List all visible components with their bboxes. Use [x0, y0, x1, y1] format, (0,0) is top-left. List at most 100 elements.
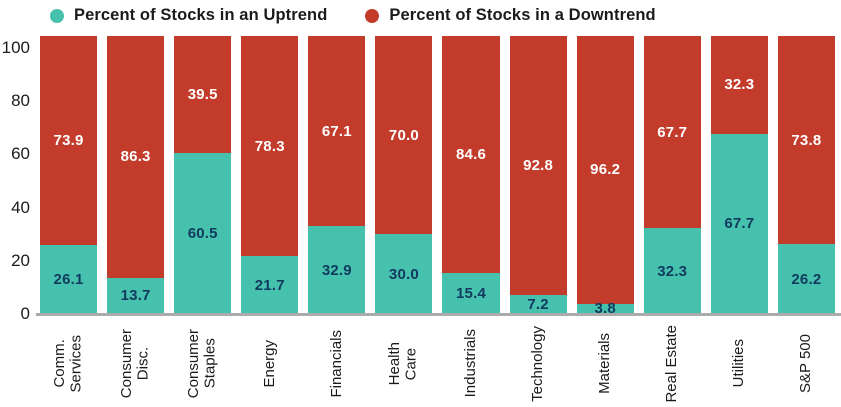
uptrend-segment: 30.0 [375, 234, 433, 314]
bar-group: 67.7 32.3 [643, 36, 701, 314]
downtrend-value-label: 73.9 [53, 131, 84, 149]
category-label: Financials [327, 329, 345, 398]
uptrend-segment: 15.4 [442, 273, 500, 314]
bar-group: 86.3 13.7 [107, 36, 165, 314]
category-label: Industrials [461, 329, 479, 398]
downtrend-segment: 39.5 [174, 36, 232, 154]
downtrend-segment: 67.1 [308, 36, 366, 227]
downtrend-segment: 73.8 [777, 36, 835, 245]
downtrend-segment: 78.3 [241, 36, 299, 257]
downtrend-value-label: 70.0 [388, 126, 419, 144]
uptrend-value-label: 32.9 [321, 261, 352, 279]
category-label-cell: Materials [577, 320, 634, 407]
uptrend-value-label: 21.7 [254, 276, 285, 294]
legend-label-downtrend: Percent of Stocks in a Downtrend [389, 6, 656, 24]
category-label-cell: Real Estate [644, 320, 701, 407]
uptrend-value-label: 60.5 [187, 225, 218, 243]
downtrend-segment: 73.9 [40, 36, 98, 245]
category-label: Energy [260, 339, 278, 388]
category-labels: Comm. Services Consumer Disc. Consumer Sta… [40, 320, 835, 407]
category-label-cell: Utilities [711, 320, 768, 407]
y-axis-tick-label: 100 [1, 37, 30, 57]
plot-area: 73.9 26.1 86.3 13.7 39.5 60.5 78.3 21.7 67.1 32.9… [40, 36, 835, 317]
uptrend-value-label: 13.7 [120, 287, 151, 305]
downtrend-value-label: 92.8 [523, 156, 554, 174]
uptrend-value-label: 7.2 [527, 295, 549, 313]
category-label-cell: Health Care [375, 320, 432, 407]
category-label: Consumer Staples [185, 328, 219, 399]
y-axis-tick-label: 0 [20, 304, 30, 323]
uptrend-segment: 26.2 [777, 244, 835, 314]
uptrend-segment: 7.2 [509, 294, 567, 314]
legend-item-uptrend: Percent of Stocks in an Uptrend [50, 6, 327, 25]
bar-group: 92.8 7.2 [509, 36, 567, 314]
category-label: Health Care [386, 341, 420, 386]
downtrend-value-label: 67.1 [321, 122, 352, 140]
uptrend-value-label: 32.3 [657, 262, 688, 280]
category-label: Utilities [730, 339, 748, 388]
downtrend-value-label: 84.6 [456, 146, 486, 164]
category-label: Materials [595, 333, 613, 394]
category-label-cell: Comm. Services [40, 320, 97, 407]
y-axis-tick-label: 60 [11, 144, 30, 164]
legend: Percent of Stocks in an Uptrend Percent … [50, 6, 656, 25]
bar-group: 67.1 32.9 [308, 36, 366, 314]
bar-group: 73.9 26.1 [40, 36, 98, 314]
downtrend-value-label: 39.5 [187, 86, 218, 104]
uptrend-value-label: 30.0 [388, 265, 419, 283]
bar-group: 84.6 15.4 [442, 36, 500, 314]
uptrend-segment: 13.7 [107, 277, 165, 314]
uptrend-segment: 60.5 [174, 153, 232, 314]
uptrend-value-label: 26.1 [53, 270, 84, 288]
category-label-cell: Energy [241, 320, 298, 407]
category-label: Consumer Disc. [118, 328, 152, 399]
uptrend-segment: 67.7 [710, 133, 768, 314]
category-label: Real Estate [662, 324, 680, 403]
category-label-cell: Financials [308, 320, 365, 407]
bar-group: 73.8 26.2 [777, 36, 835, 314]
downtrend-segment: 32.3 [710, 36, 768, 134]
downtrend-value-label: 86.3 [120, 148, 151, 166]
downtrend-segment: 70.0 [375, 36, 433, 235]
downtrend-value-label: 67.7 [657, 123, 688, 141]
category-label-cell: Industrials [442, 320, 499, 407]
downtrend-legend-dot-icon [365, 8, 380, 23]
bar-group: 39.5 60.5 [174, 36, 232, 314]
uptrend-segment: 26.1 [40, 244, 98, 314]
category-label-cell: Consumer Disc. [107, 320, 164, 407]
downtrend-segment: 86.3 [107, 36, 165, 278]
bar-group: 70.0 30.0 [375, 36, 433, 314]
downtrend-value-label: 78.3 [254, 137, 285, 155]
uptrend-segment: 32.9 [308, 226, 366, 314]
category-label-cell: Technology [510, 320, 567, 407]
downtrend-value-label: 32.3 [724, 76, 755, 94]
downtrend-segment: 67.7 [643, 36, 701, 229]
legend-item-downtrend: Percent of Stocks in a Downtrend [365, 6, 656, 25]
uptrend-segment: 32.3 [643, 228, 701, 314]
category-label-cell: Consumer Staples [174, 320, 231, 407]
uptrend-value-label: 15.4 [456, 285, 486, 303]
y-axis-tick-label: 40 [11, 197, 30, 217]
bar-group: 96.2 3.8 [576, 36, 634, 317]
y-axis-tick-label: 20 [11, 250, 30, 270]
category-label: S&P 500 [797, 334, 815, 393]
uptrend-value-label: 67.7 [724, 215, 755, 233]
downtrend-segment: 84.6 [442, 36, 500, 274]
y-axis: 0 20 40 60 80 100 [0, 36, 30, 323]
category-label: Comm. Services [51, 334, 85, 393]
x-axis-line [36, 313, 841, 316]
category-label: Technology [528, 325, 546, 402]
downtrend-value-label: 96.2 [590, 161, 621, 179]
bar-group: 78.3 21.7 [241, 36, 299, 314]
uptrend-segment: 21.7 [241, 256, 299, 314]
bar-group: 32.3 67.7 [710, 36, 768, 314]
downtrend-segment: 96.2 [576, 36, 634, 304]
uptrend-value-label: 26.2 [791, 270, 822, 288]
downtrend-value-label: 73.8 [791, 131, 822, 149]
legend-label-uptrend: Percent of Stocks in an Uptrend [74, 6, 328, 24]
y-axis-tick-label: 80 [11, 91, 30, 111]
downtrend-segment: 92.8 [509, 36, 567, 295]
uptrend-legend-dot-icon [50, 8, 64, 23]
category-label-cell: S&P 500 [778, 320, 835, 407]
